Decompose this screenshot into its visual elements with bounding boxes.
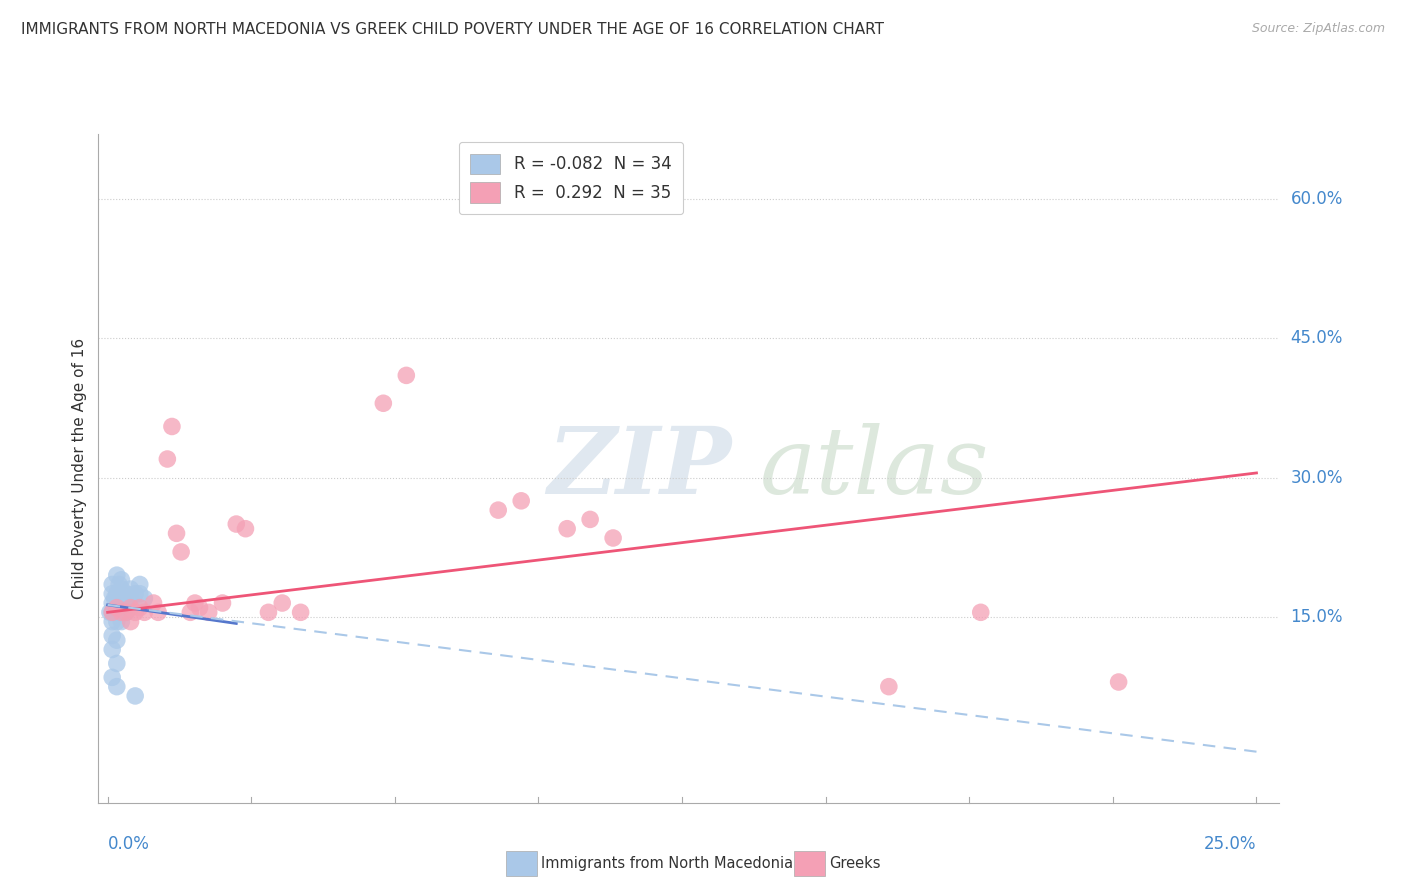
Point (103, 591, 125, 606)
Point (105, 633, 128, 648)
Text: Greeks: Greeks (830, 856, 882, 871)
Point (110, 605, 132, 619)
Point (101, 629, 124, 643)
Point (105, 568, 128, 582)
Point (120, 591, 142, 606)
Text: 15.0%: 15.0% (1291, 608, 1343, 626)
Point (290, 605, 312, 619)
Point (579, 512, 602, 526)
Point (110, 615, 132, 629)
Point (142, 596, 165, 610)
Text: 25.0%: 25.0% (1204, 835, 1257, 854)
Point (110, 605, 132, 619)
Point (225, 517, 247, 532)
Point (101, 615, 124, 629)
Point (197, 605, 219, 619)
Point (160, 419, 183, 434)
Point (115, 605, 138, 619)
Text: Source: ZipAtlas.com: Source: ZipAtlas.com (1251, 22, 1385, 36)
Point (373, 396, 395, 410)
Point (602, 531, 624, 545)
Point (134, 605, 156, 619)
Point (166, 526, 188, 541)
Point (105, 605, 128, 619)
Point (105, 587, 128, 601)
Point (188, 600, 211, 615)
Point (211, 596, 233, 610)
Text: 0.0%: 0.0% (108, 835, 149, 854)
Point (877, 680, 900, 694)
Point (146, 605, 169, 619)
Point (115, 605, 138, 619)
Point (120, 615, 142, 629)
Point (115, 587, 138, 601)
Point (170, 545, 193, 559)
Legend: R = -0.082  N = 34, R =  0.292  N = 35: R = -0.082 N = 34, R = 0.292 N = 35 (458, 142, 683, 214)
Point (128, 577, 150, 591)
Point (124, 689, 146, 703)
Point (105, 600, 128, 615)
Point (124, 587, 146, 601)
Text: 30.0%: 30.0% (1291, 468, 1343, 487)
Point (179, 605, 201, 619)
Point (110, 573, 132, 587)
Point (101, 587, 124, 601)
Point (101, 596, 124, 610)
Text: ZIP: ZIP (547, 424, 731, 513)
Text: Immigrants from North Macedonia: Immigrants from North Macedonia (541, 856, 793, 871)
Text: 60.0%: 60.0% (1291, 190, 1343, 208)
Point (110, 582, 132, 596)
Point (128, 600, 150, 615)
Point (184, 596, 207, 610)
Point (486, 503, 509, 517)
Point (101, 670, 124, 684)
Point (134, 591, 156, 606)
Text: 45.0%: 45.0% (1291, 329, 1343, 347)
Point (271, 596, 294, 610)
Point (98, 605, 121, 619)
Point (156, 452, 179, 467)
Text: IMMIGRANTS FROM NORTH MACEDONIA VS GREEK CHILD POVERTY UNDER THE AGE OF 16 CORRE: IMMIGRANTS FROM NORTH MACEDONIA VS GREEK… (21, 22, 884, 37)
Point (101, 605, 124, 619)
Point (120, 582, 142, 596)
Point (108, 577, 131, 591)
Point (110, 596, 132, 610)
Point (510, 493, 533, 508)
Point (101, 605, 124, 619)
Point (120, 600, 142, 615)
Point (124, 605, 146, 619)
Point (128, 587, 150, 601)
Point (101, 642, 124, 657)
Point (105, 657, 128, 671)
Point (101, 577, 124, 591)
Point (105, 600, 128, 615)
Point (235, 522, 257, 536)
Point (115, 596, 138, 610)
Point (257, 605, 280, 619)
Y-axis label: Child Poverty Under the Age of 16: Child Poverty Under the Age of 16 (72, 338, 87, 599)
Point (555, 522, 578, 536)
Point (395, 368, 418, 383)
Point (105, 615, 128, 629)
Point (970, 605, 993, 619)
Point (1108, 675, 1130, 690)
Text: atlas: atlas (759, 424, 990, 513)
Point (105, 680, 128, 694)
